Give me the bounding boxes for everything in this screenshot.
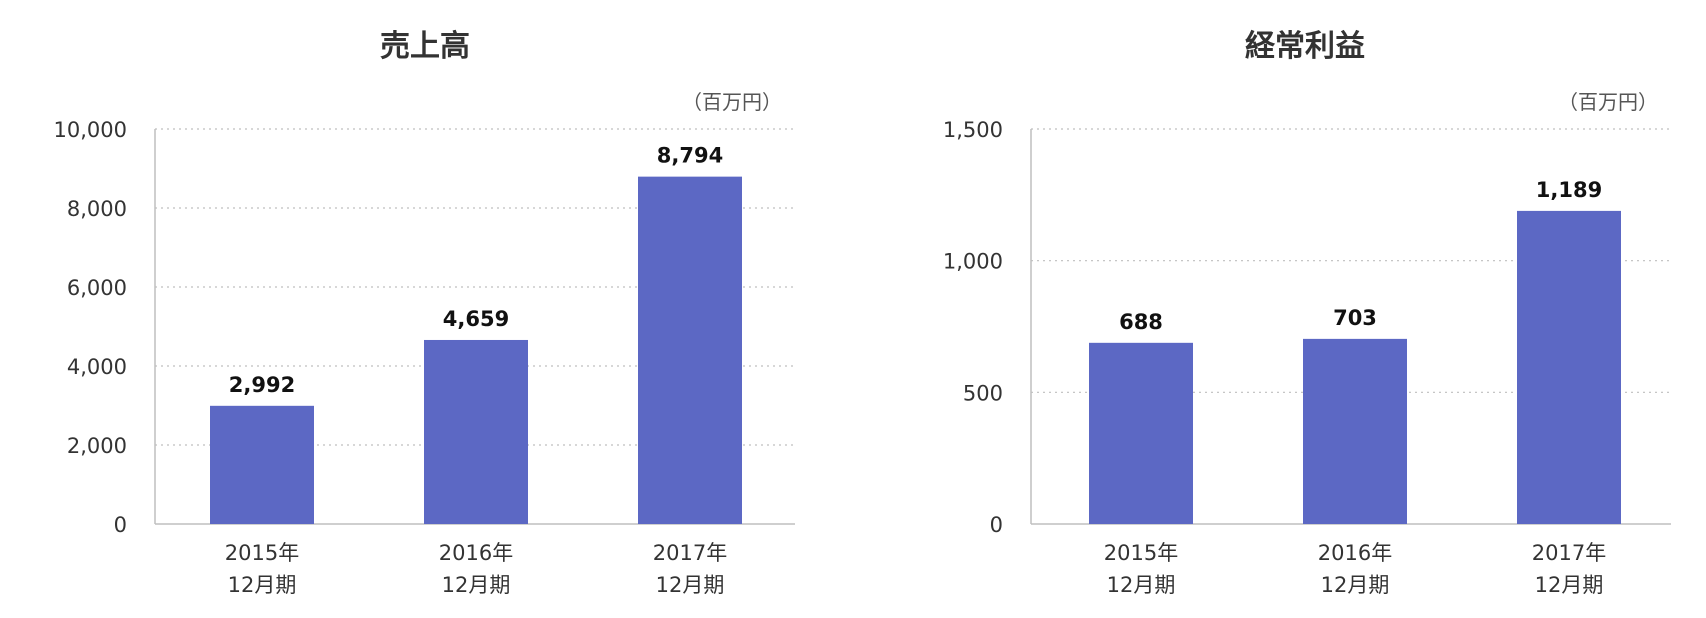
y-tick-label: 500 [963,381,1003,405]
y-tick-label: 8,000 [67,197,127,221]
x-tick-label-period: 12月期 [656,573,725,597]
bar [210,405,314,524]
x-tick-label-year: 2016年 [439,541,513,565]
y-tick-label: 6,000 [67,276,127,300]
sales-chart-svg: 売上高 （百万円） 0 2,000 4,000 6,000 8,000 10,000 2,992… [54,29,795,597]
ordinary-profit-chart-svg: 経常利益 （百万円） 0 500 1,000 1,500 688 2015年 12月期 703 20… [943,29,1671,597]
bar [1303,338,1407,524]
x-tick-label-year: 2015年 [225,541,299,565]
y-tick-label: 2,000 [67,434,127,458]
data-label: 4,659 [443,307,509,331]
x-tick-label-period: 12月期 [442,573,511,597]
y-tick-label: 10,000 [54,118,127,142]
bar [424,339,528,524]
data-label: 703 [1333,306,1377,330]
bar [1517,210,1621,524]
x-tick-label-year: 2016年 [1318,541,1392,565]
x-tick-label-period: 12月期 [1107,573,1176,597]
x-tick-label-period: 12月期 [1321,573,1390,597]
unit-label: （百万円） [682,90,782,114]
y-tick-label: 0 [990,513,1003,537]
sales-chart: 売上高 （百万円） 0 2,000 4,000 6,000 8,000 10,000 2,992… [54,29,795,597]
data-label: 1,189 [1536,178,1602,202]
chart-title: 経常利益 [1245,29,1365,64]
bar [638,176,742,524]
y-tick-label: 4,000 [67,355,127,379]
data-label: 8,794 [657,144,723,168]
x-tick-label-year: 2017年 [653,541,727,565]
data-label: 2,992 [229,373,295,397]
unit-label: （百万円） [1558,90,1658,114]
data-label: 688 [1119,310,1163,334]
x-tick-label-year: 2017年 [1532,541,1606,565]
y-tick-label: 1,000 [943,250,1003,274]
ordinary-profit-chart: 経常利益 （百万円） 0 500 1,000 1,500 688 2015年 12月期 703 20… [853,0,1706,618]
x-tick-label-year: 2015年 [1104,541,1178,565]
y-tick-label: 1,500 [943,118,1003,142]
x-tick-label-period: 12月期 [1535,573,1604,597]
x-tick-label-period: 12月期 [228,573,297,597]
y-tick-label: 0 [114,513,127,537]
bar [1089,342,1193,524]
chart-title: 売上高 [380,29,470,64]
